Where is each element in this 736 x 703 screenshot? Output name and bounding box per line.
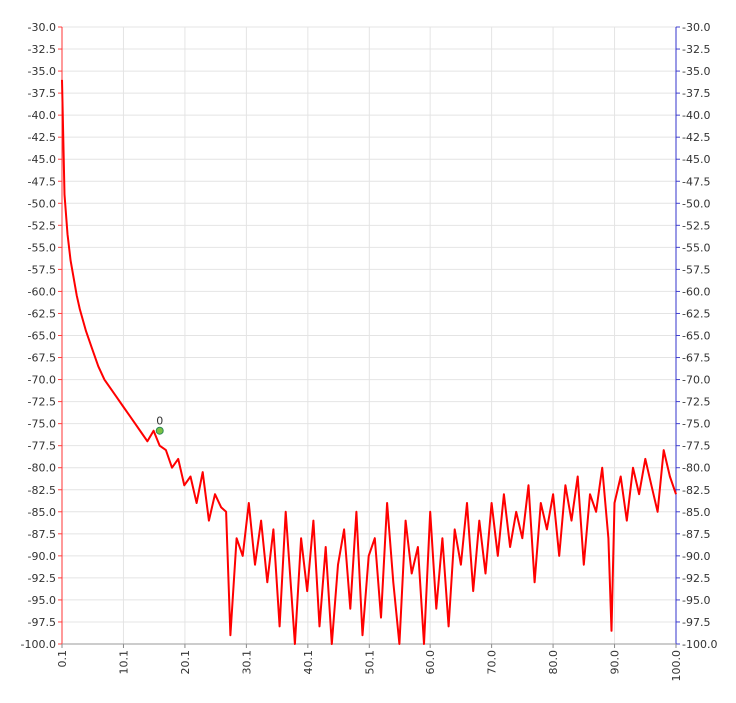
y-left-tick-label: -32.5	[28, 43, 56, 56]
y-right-tick-label: -50.0	[682, 197, 710, 210]
x-tick-label: 0.1	[56, 650, 69, 668]
y-left-tick-label: -85.0	[28, 506, 56, 519]
y-left-tick-label: -72.5	[28, 396, 56, 409]
y-right-tick-label: -85.0	[682, 506, 710, 519]
y-left-tick-label: -62.5	[28, 307, 56, 320]
y-right-tick-label: -77.5	[682, 440, 710, 453]
marker-point-0	[155, 426, 164, 435]
y-right-tick-label: -90.0	[682, 550, 710, 563]
y-right-tick-label: -37.5	[682, 87, 710, 100]
y-left-tick-label: -95.0	[28, 594, 56, 607]
y-right-tick-label: -70.0	[682, 374, 710, 387]
y-right-tick-label: -62.5	[682, 307, 710, 320]
y-left-tick-label: -75.0	[28, 418, 56, 431]
y-right-tick-label: -32.5	[682, 43, 710, 56]
x-tick-label: 90.0	[609, 650, 622, 675]
y-right-tick-label: -55.0	[682, 241, 710, 254]
y-right-tick-label: -72.5	[682, 396, 710, 409]
y-right-tick-label: -75.0	[682, 418, 710, 431]
y-right-tick-label: -52.5	[682, 219, 710, 232]
marker-label-0: 0	[156, 415, 163, 428]
y-right-tick-label: -65.0	[682, 330, 710, 343]
x-tick-label: 10.1	[117, 650, 130, 675]
y-left-tick-label: -42.5	[28, 131, 56, 144]
y-right-tick-label: -80.0	[682, 462, 710, 475]
y-left-tick-label: -37.5	[28, 87, 56, 100]
y-right-tick-label: -67.5	[682, 352, 710, 365]
y-left-tick-label: -40.0	[28, 109, 56, 122]
y-right-tick-label: -57.5	[682, 263, 710, 276]
y-left-tick-label: -100.0	[21, 638, 56, 651]
y-left-tick-label: -55.0	[28, 241, 56, 254]
x-tick-label: 80.0	[547, 650, 560, 675]
y-left-tick-label: -97.5	[28, 616, 56, 629]
y-right-tick-label: -35.0	[682, 65, 710, 78]
y-left-tick-label: -57.5	[28, 263, 56, 276]
y-right-tick-label: -30.0	[682, 21, 710, 34]
y-left-tick-label: -45.0	[28, 153, 56, 166]
y-right-tick-label: -100.0	[682, 638, 717, 651]
y-right-tick-label: -82.5	[682, 484, 710, 497]
x-tick-label: 20.1	[179, 650, 192, 675]
y-left-tick-label: -35.0	[28, 65, 56, 78]
y-left-tick-label: -50.0	[28, 197, 56, 210]
y-left-tick-label: -30.0	[28, 21, 56, 34]
y-right-tick-label: -45.0	[682, 153, 710, 166]
x-tick-label: 70.0	[486, 650, 499, 675]
y-left-tick-label: -92.5	[28, 572, 56, 585]
y-left-tick-label: -90.0	[28, 550, 56, 563]
y-right-tick-label: -40.0	[682, 109, 710, 122]
y-right-tick-label: -97.5	[682, 616, 710, 629]
y-right-tick-label: -92.5	[682, 572, 710, 585]
x-tick-label: 100.0	[670, 650, 683, 682]
x-tick-label: 40.1	[302, 650, 315, 675]
y-right-tick-label: -95.0	[682, 594, 710, 607]
y-left-tick-label: -65.0	[28, 330, 56, 343]
y-right-tick-label: -60.0	[682, 285, 710, 298]
x-tick-label: 50.1	[363, 650, 376, 675]
series-line-0	[61, 79, 677, 645]
y-left-tick-label: -67.5	[28, 352, 56, 365]
y-left-tick-label: -60.0	[28, 285, 56, 298]
y-left-tick-label: -47.5	[28, 175, 56, 188]
y-left-tick-label: -87.5	[28, 528, 56, 541]
y-left-tick-label: -52.5	[28, 219, 56, 232]
y-left-tick-label: -77.5	[28, 440, 56, 453]
y-right-tick-label: -87.5	[682, 528, 710, 541]
x-tick-label: 60.0	[424, 650, 437, 675]
y-left-tick-label: -82.5	[28, 484, 56, 497]
y-right-tick-label: -42.5	[682, 131, 710, 144]
y-left-tick-label: -70.0	[28, 374, 56, 387]
y-left-tick-label: -80.0	[28, 462, 56, 475]
y-right-tick-label: -47.5	[682, 175, 710, 188]
x-tick-label: 30.1	[240, 650, 253, 675]
